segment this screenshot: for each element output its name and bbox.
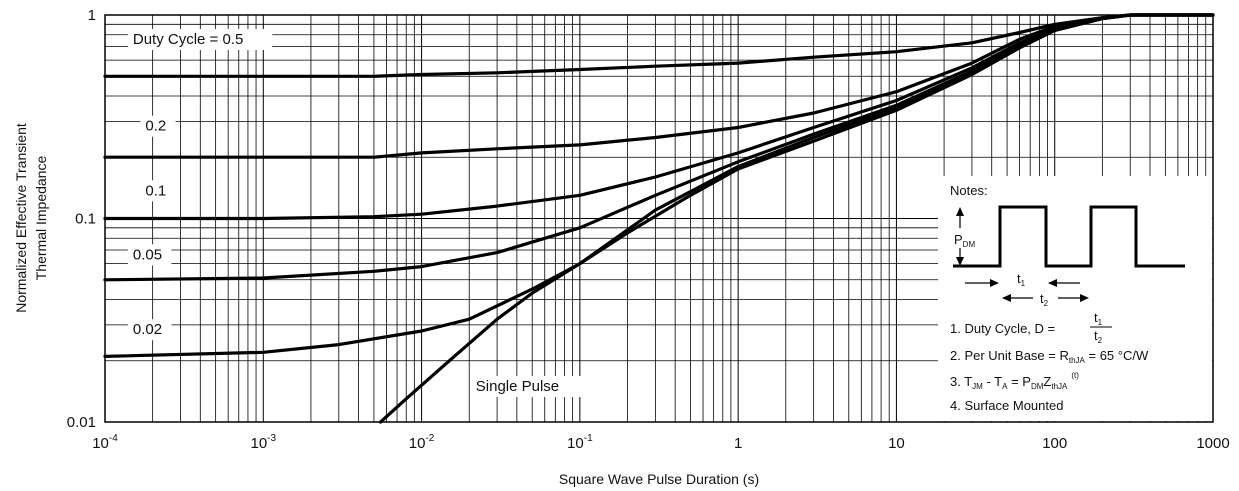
x-tick-label-3: 10-1 <box>567 433 593 452</box>
y-tick-labels: 1 0.1 0.01 <box>67 7 96 431</box>
series-label-0: Duty Cycle = 0.5 <box>133 31 243 48</box>
notes-box: Notes: PDM t1 t2 1. Duty Cycle, D = t1 t… <box>938 176 1212 421</box>
note-duty-cycle: 1. Duty Cycle, D = <box>950 321 1055 336</box>
x-tick-label-7: 1000 <box>1196 435 1229 452</box>
series-label-5: Single Pulse <box>476 378 559 395</box>
x-tick-label-6: 100 <box>1042 435 1067 452</box>
note-duty-denominator: t2 <box>1094 328 1103 345</box>
pdm-label: PDM <box>954 232 975 249</box>
pdm-label-bg <box>952 228 990 248</box>
plot-frame <box>104 14 1214 423</box>
note-temperature-equation: 3. TJM - TA = PDMZthJA(t) <box>950 371 1079 391</box>
t1-arrow-right-icon <box>990 279 999 287</box>
series-label-bg <box>127 29 273 51</box>
y-tick-label-1: 0.1 <box>75 211 96 228</box>
series-line-5 <box>378 13 1215 424</box>
note-duty-numerator: t1 <box>1094 310 1103 327</box>
series-label-bg <box>127 319 172 341</box>
y-axis-title-line2: Thermal Impedance <box>33 156 49 281</box>
series-label-1: 0.2 <box>145 118 166 135</box>
pulse-waveform <box>953 205 1185 268</box>
notes-title: Notes: <box>950 183 988 198</box>
pdm-arrow-up-icon <box>956 207 964 216</box>
series-labels: Duty Cycle = 0.5 0.2 0.1 0.05 0.02 Single Pul… <box>127 29 582 398</box>
x-tick-labels: 10-4 10-3 10-2 10-1 1 10 100 1000 <box>92 433 1229 452</box>
x-tick-label-2: 10-2 <box>409 433 435 452</box>
t2-arrow-left-icon <box>1002 294 1011 302</box>
x-tick-label-4: 1 <box>734 435 742 452</box>
x-tick-label-5: 10 <box>888 435 905 452</box>
y-tick-label-0: 1 <box>88 7 96 24</box>
x-axis-title: Square Wave Pulse Duration (s) <box>559 471 759 487</box>
note-per-unit-base: 2. Per Unit Base = RthJA = 65 °C/W <box>950 348 1149 365</box>
t1-arrow-left-icon <box>1048 279 1057 287</box>
x-tick-label-1: 10-3 <box>250 433 276 452</box>
series-label-2: 0.1 <box>145 182 166 199</box>
t2-arrow-right-icon <box>1080 294 1089 302</box>
y-axis-title-line1: Normalized Effective Transient <box>13 123 29 313</box>
pdm-arrow-down-icon <box>956 257 964 266</box>
y-tick-label-2: 0.01 <box>67 414 96 431</box>
series-label-bg <box>127 244 172 266</box>
series-label-bg <box>140 115 176 137</box>
series-label-4: 0.02 <box>133 321 162 338</box>
t2-label: t2 <box>1040 291 1049 308</box>
x-tick-label-0: 10-4 <box>92 433 118 452</box>
note-surface-mounted: 4. Surface Mounted <box>950 398 1063 413</box>
series-lines <box>103 13 1215 424</box>
series-label-bg <box>470 376 582 398</box>
series-label-bg <box>140 180 176 202</box>
series-label-3: 0.05 <box>133 246 162 263</box>
t1-label: t1 <box>1017 271 1026 288</box>
